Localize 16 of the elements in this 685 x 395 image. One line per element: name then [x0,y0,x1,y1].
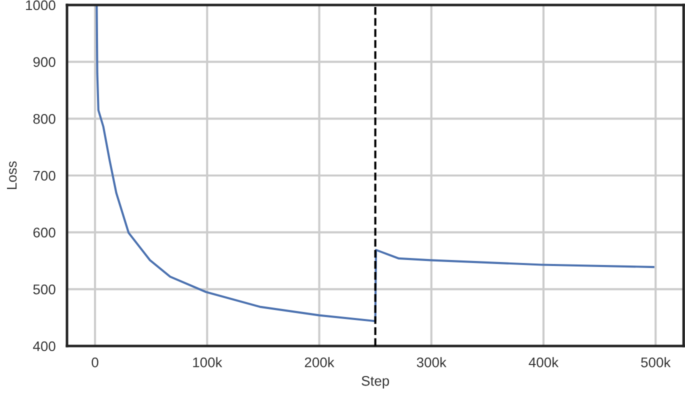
y-tick-label: 900 [33,57,56,68]
y-tick-label: 800 [33,114,56,124]
x-tick-label: 100k [193,357,222,368]
x-axis-title: Step [362,376,390,389]
y-tick-label: 600 [33,228,56,238]
line-series [96,5,654,322]
x-tick-label: 400k [528,357,559,368]
x-tick-label: 500k [641,357,671,368]
x-tick-label: 0 [92,357,98,368]
y-tick-label: 1000 [26,0,56,10]
y-tick-label: 500 [33,284,56,294]
y-tick-label: 700 [33,170,56,181]
y-axis-title: Loss [7,161,17,190]
x-tick-label: 200k [304,357,334,368]
y-tick-label: 400 [33,341,56,352]
x-tick-label: 300k [416,357,446,368]
